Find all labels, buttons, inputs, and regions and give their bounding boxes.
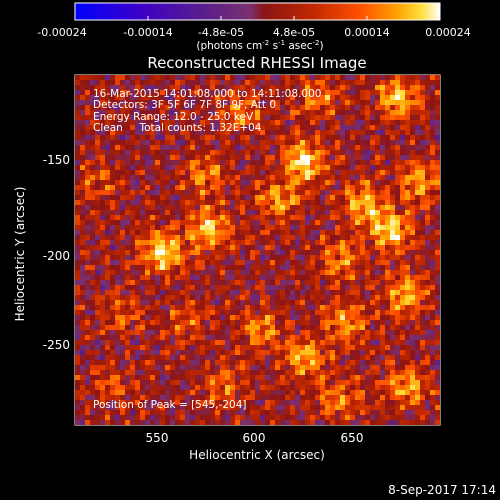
annotation-clean-counts: Clean Total counts: 1.32E+04 — [93, 122, 262, 134]
x-axis-label: Heliocentric X (arcsec) — [189, 448, 325, 462]
colorbar-units: (photons cm-2 s-1 asec-2) — [196, 39, 323, 52]
x-tick-label: 600 — [243, 431, 266, 445]
peak-position-label: Position of Peak = [545,-204] — [93, 399, 247, 411]
colorbar-tick-label: 4.8e-05 — [273, 26, 315, 39]
colorbar-tick-label: 0.00014 — [344, 26, 390, 39]
x-tick-label: 550 — [146, 431, 169, 445]
y-tick-label: -150 — [43, 153, 70, 167]
colorbar-tick-label: -4.8e-05 — [198, 26, 244, 39]
footer-timestamp: 8-Sep-2017 17:14 — [388, 483, 496, 497]
annotation-detectors: Detectors: 3F 5F 6F 7F 8F 9F, Att 0 — [93, 99, 276, 111]
colorbar-ticks — [74, 16, 441, 20]
y-axis-label: Heliocentric Y (arcsec) — [13, 187, 27, 322]
annotation-time-range: 16-Mar-2015 14:01:08.000 to 14:11:08.000 — [93, 88, 321, 100]
colorbar-tick-label: 0.00024 — [425, 26, 471, 39]
annotation-energy-range: Energy Range: 12.0 - 25.0 keV — [93, 111, 254, 123]
colorbar — [74, 2, 441, 21]
colorbar-tick-label: -0.00024 — [37, 26, 86, 39]
rhessi-image — [75, 75, 440, 425]
plot-title: Reconstructed RHESSI Image — [147, 54, 366, 72]
colorbar-tick-label: -0.00014 — [123, 26, 172, 39]
x-tick-label: 650 — [341, 431, 364, 445]
y-tick-label: -200 — [43, 249, 70, 263]
y-tick-label: -250 — [43, 338, 70, 352]
